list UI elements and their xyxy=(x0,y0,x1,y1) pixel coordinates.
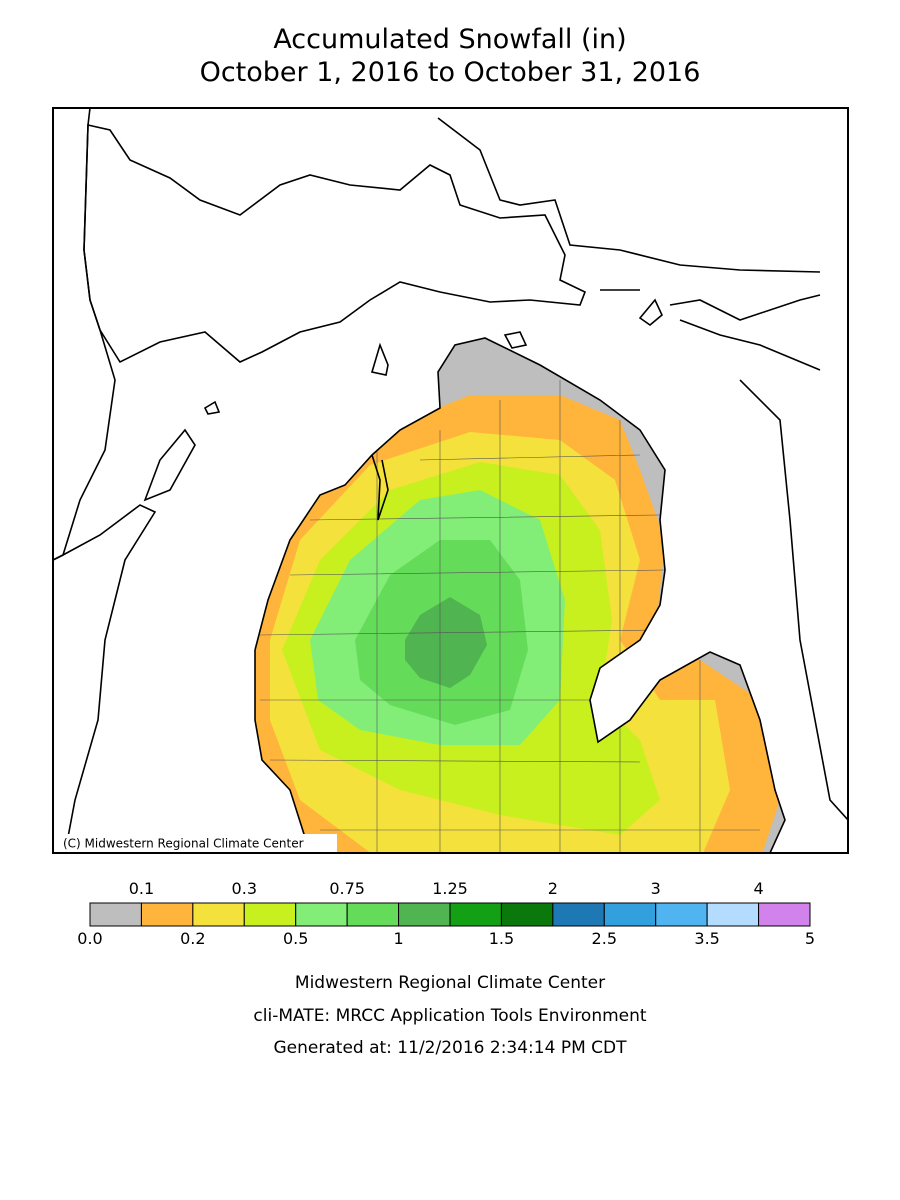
legend-swatch xyxy=(140,902,194,927)
map xyxy=(53,108,848,853)
legend-label: 3 xyxy=(651,879,661,898)
land xyxy=(203,400,221,415)
legend-swatch xyxy=(192,902,245,927)
title: Accumulated Snowfall (in) xyxy=(273,24,626,55)
county-lines xyxy=(259,380,760,853)
legend-label: 1 xyxy=(393,929,403,948)
legend: 0.0 0.1 0.2 0.3 0.5 0.75 1 1.25 1.5 2 2.5 3 3.5 4 5 xyxy=(77,879,815,948)
legend-label: 3.5 xyxy=(694,929,719,948)
footer-line: Generated at: 11/2/2016 2:34:14 PM CDT xyxy=(274,1038,628,1058)
land xyxy=(638,298,663,327)
legend-label: 0.75 xyxy=(329,879,365,898)
legend-label: 5 xyxy=(805,929,815,948)
legend-label: 4 xyxy=(753,879,763,898)
contour xyxy=(405,597,487,688)
land xyxy=(503,331,528,349)
legend-label: 2 xyxy=(548,879,558,898)
coastline xyxy=(371,117,848,821)
land xyxy=(143,428,196,502)
legend-label: 0.5 xyxy=(283,929,308,948)
legend-swatch xyxy=(655,902,708,927)
legend-label: 0.3 xyxy=(232,879,257,898)
land xyxy=(53,108,116,561)
legend-swatch xyxy=(346,902,400,927)
legend-swatch xyxy=(243,902,297,927)
legend-label: 0.1 xyxy=(129,879,154,898)
legend-label: 0.2 xyxy=(180,929,205,948)
map-frame xyxy=(52,107,849,854)
legend-swatch xyxy=(89,902,142,927)
legend-swatch xyxy=(552,902,605,927)
legend-swatch xyxy=(295,902,348,927)
copyright-box xyxy=(57,834,337,852)
legend-swatch xyxy=(398,902,451,927)
legend-swatch xyxy=(706,902,760,927)
land xyxy=(370,342,389,376)
footer-line: cli-MATE: MRCC Application Tools Environ… xyxy=(253,1006,646,1026)
legend-swatch xyxy=(758,902,811,927)
land xyxy=(53,504,157,853)
subtitle: October 1, 2016 to October 31, 2016 xyxy=(200,57,701,88)
legend-label: 1.5 xyxy=(489,929,514,948)
legend-swatch xyxy=(500,902,554,927)
legend-label: 0.0 xyxy=(77,929,102,948)
footer-line: Midwestern Regional Climate Center xyxy=(295,973,605,993)
legend-label: 2.5 xyxy=(592,929,617,948)
coastline xyxy=(254,650,311,853)
copyright: (C) Midwestern Regional Climate Center xyxy=(63,837,304,851)
legend-label: 1.25 xyxy=(432,879,468,898)
coastline xyxy=(254,337,786,853)
legend-swatch xyxy=(603,902,657,927)
legend-swatch xyxy=(449,902,502,927)
land xyxy=(83,124,587,364)
